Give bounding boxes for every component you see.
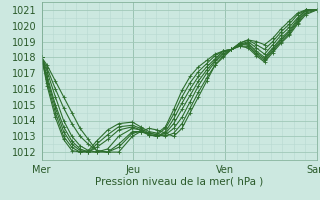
X-axis label: Pression niveau de la mer( hPa ): Pression niveau de la mer( hPa ) [95,176,263,186]
